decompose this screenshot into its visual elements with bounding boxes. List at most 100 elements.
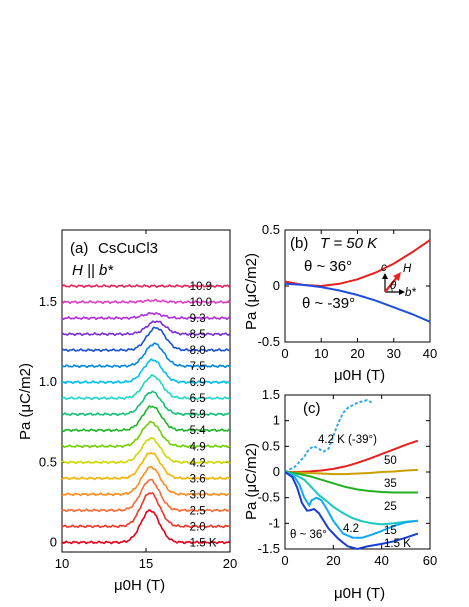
panel-c-curves xyxy=(284,399,419,551)
panel-b-xtick-label: 0 xyxy=(281,346,288,361)
panel-a-temp-label: 7.5 xyxy=(190,361,206,373)
panel-a-temp-label: 8.5 xyxy=(190,329,206,341)
panel-b-ylabel: Pa (μC/m2) xyxy=(243,253,260,330)
panel-a-temp-label: 5.4 xyxy=(190,425,207,437)
panel-a-temp-label: 1.5 K xyxy=(190,537,217,549)
panel-a-xtick-label: 20 xyxy=(223,556,237,571)
panel-b-curve-1 xyxy=(284,282,431,323)
panel-c-ytick-label: 0 xyxy=(273,464,280,479)
panel-b-series-label-1: θ ~ 36° xyxy=(304,258,352,275)
panel-a-temp-label: 3.0 xyxy=(190,489,206,501)
panel-b-series-label-2: θ ~ -39° xyxy=(302,295,355,312)
c-label-1.5: 1.5 K xyxy=(384,538,411,550)
panel-c-xtick-label: 0 xyxy=(281,553,288,568)
panel-b-ytick-label: -0.5 xyxy=(258,334,280,349)
inset-c-label: c xyxy=(381,262,387,274)
panel-b: 0 10 20 30 40-0.500.5 (b) T = 50 K θ ~ 36° θ… xyxy=(243,222,437,384)
panel-b-inset-diagram: c H θ b* xyxy=(381,262,416,299)
panel-c-ticks: 0 20 40 60 -1.5 -1 -0.5 0 0.5 1 1.5 xyxy=(258,387,438,568)
panel-a-curve-2.0 xyxy=(61,492,231,529)
panel-b-curves xyxy=(284,239,431,323)
panel-c-curve-3 xyxy=(284,471,418,494)
panel-a-curve-6.5 xyxy=(62,373,231,401)
panel-c-ytick-label: -1 xyxy=(268,515,280,530)
panel-a-curve-labels: 1.5 K 2.0 2.5 3.0 3.6 4.2 4.9 5.4 5.9 6.5 6.9 7.5 8.… xyxy=(190,281,217,549)
panel-a-curve-2.5 xyxy=(61,478,231,513)
panel-a-temp-label: 2.5 xyxy=(190,505,206,517)
panel-b-xtick-label: 40 xyxy=(423,346,437,361)
panel-b-xtick-label: 20 xyxy=(350,346,364,361)
panel-a-temp-label: 4.2 xyxy=(190,457,206,469)
panel-c: 0 20 40 60 -1.5 -1 -0.5 0 0.5 1 1.5 (c) 4.2 K (-39… xyxy=(243,387,437,602)
panel-a-ylabel: Pa (μC/m2) xyxy=(17,363,34,440)
c-label-4.2: 4.2 xyxy=(343,523,359,535)
panel-a-xtick-label: 15 xyxy=(139,556,153,571)
panel-b-ytick-label: 0.5 xyxy=(262,222,280,237)
panel-a-temp-label: 10.9 xyxy=(190,281,212,293)
panel-c-ytick-label: -1.5 xyxy=(258,541,280,556)
panel-c-xtick-label: 40 xyxy=(374,553,388,568)
c-label-4.2-39: 4.2 K (-39°) xyxy=(318,434,377,446)
panel-c-ytick-label: 1 xyxy=(273,413,280,428)
c-label-25: 25 xyxy=(384,501,397,513)
panel-c-curve-1 xyxy=(285,439,419,473)
panel-a-ytick-label: 0.5 xyxy=(39,454,57,469)
panel-a-label: (a) xyxy=(70,240,88,257)
panel-c-ytick-label: 1.5 xyxy=(262,387,280,402)
panel-a: 10 15 20 0 0.5 1.0 1.5 1.5 K 2.0 2.5 3.0 3.6 4.2 4.9… xyxy=(17,229,237,594)
panel-a-temp-label: 6.9 xyxy=(190,377,206,389)
panel-b-xtick-label: 10 xyxy=(314,346,328,361)
panel-c-ytick-label: 0.5 xyxy=(262,438,280,453)
panel-a-xtick-label: 10 xyxy=(55,556,69,571)
panel-c-curve-5 xyxy=(284,471,419,539)
panel-a-curve-7.5 xyxy=(61,342,231,369)
panel-a-ytick-label: 0 xyxy=(50,534,57,549)
panel-a-temp-label: 6.5 xyxy=(190,393,206,405)
panel-a-curve-10.9 xyxy=(61,284,231,289)
panel-c-xtick-label: 20 xyxy=(326,553,340,568)
panel-a-curve-5.9 xyxy=(61,390,231,417)
panel-c-curve-4 xyxy=(284,471,418,526)
panel-a-xlabel: μ0H (T) xyxy=(114,577,165,594)
c-label-35: 35 xyxy=(384,478,397,490)
panel-b-ticks: 0 10 20 30 40-0.500.5 xyxy=(258,222,438,361)
c-label-50: 50 xyxy=(384,455,397,467)
panel-a-temp-label: 3.6 xyxy=(190,473,206,485)
panel-a-temp-label: 10.0 xyxy=(190,297,212,309)
inset-theta-label: θ xyxy=(390,280,397,292)
panel-c-xlabel: μ0H (T) xyxy=(334,585,385,602)
panel-a-field-direction: H || b* xyxy=(72,262,114,279)
panel-b-condition: T = 50 K xyxy=(320,235,378,252)
panel-a-temp-label: 9.3 xyxy=(190,313,206,325)
panel-c-curve-6 xyxy=(284,471,419,551)
inset-h-label: H xyxy=(403,263,412,275)
panel-c-ytick-label: -0.5 xyxy=(258,490,280,505)
panel-a-ytick-label: 1.5 xyxy=(39,294,57,309)
panel-c-curve-2 xyxy=(284,468,418,476)
inset-b-label: b* xyxy=(405,287,416,299)
panel-a-curve-8.5 xyxy=(61,320,231,337)
panel-b-ytick-label: 0 xyxy=(273,278,280,293)
panel-a-curve-10.0 xyxy=(61,298,231,305)
panel-a-temp-label: 4.9 xyxy=(190,441,206,453)
panel-a-temp-label: 2.0 xyxy=(190,521,206,533)
panel-b-xlabel: μ0H (T) xyxy=(334,367,385,384)
panel-a-curve-3.0 xyxy=(61,465,230,497)
panel-a-curve-9.3 xyxy=(61,311,231,321)
panel-c-curve-0 xyxy=(284,399,373,473)
panel-a-curves xyxy=(61,284,231,545)
panel-c-xtick-label: 60 xyxy=(423,553,437,568)
panel-a-curve-5.4 xyxy=(61,405,231,433)
panel-b-xtick-label: 30 xyxy=(387,346,401,361)
panel-a-temp-label: 5.9 xyxy=(190,409,206,421)
panel-a-curve-4.2 xyxy=(61,437,231,465)
c-label-15: 15 xyxy=(384,525,397,537)
panel-c-angle-note: θ ~ 36° xyxy=(290,529,327,541)
panel-c-ylabel: Pa (μC/m2) xyxy=(243,443,260,520)
panel-a-curve-3.6 xyxy=(61,451,230,481)
panel-a-ytick-label: 1.0 xyxy=(39,374,57,389)
panel-b-label: (b) xyxy=(290,235,308,252)
panel-a-curve-6.9 xyxy=(62,358,231,385)
panel-a-title: CsCuCl3 xyxy=(98,240,158,257)
